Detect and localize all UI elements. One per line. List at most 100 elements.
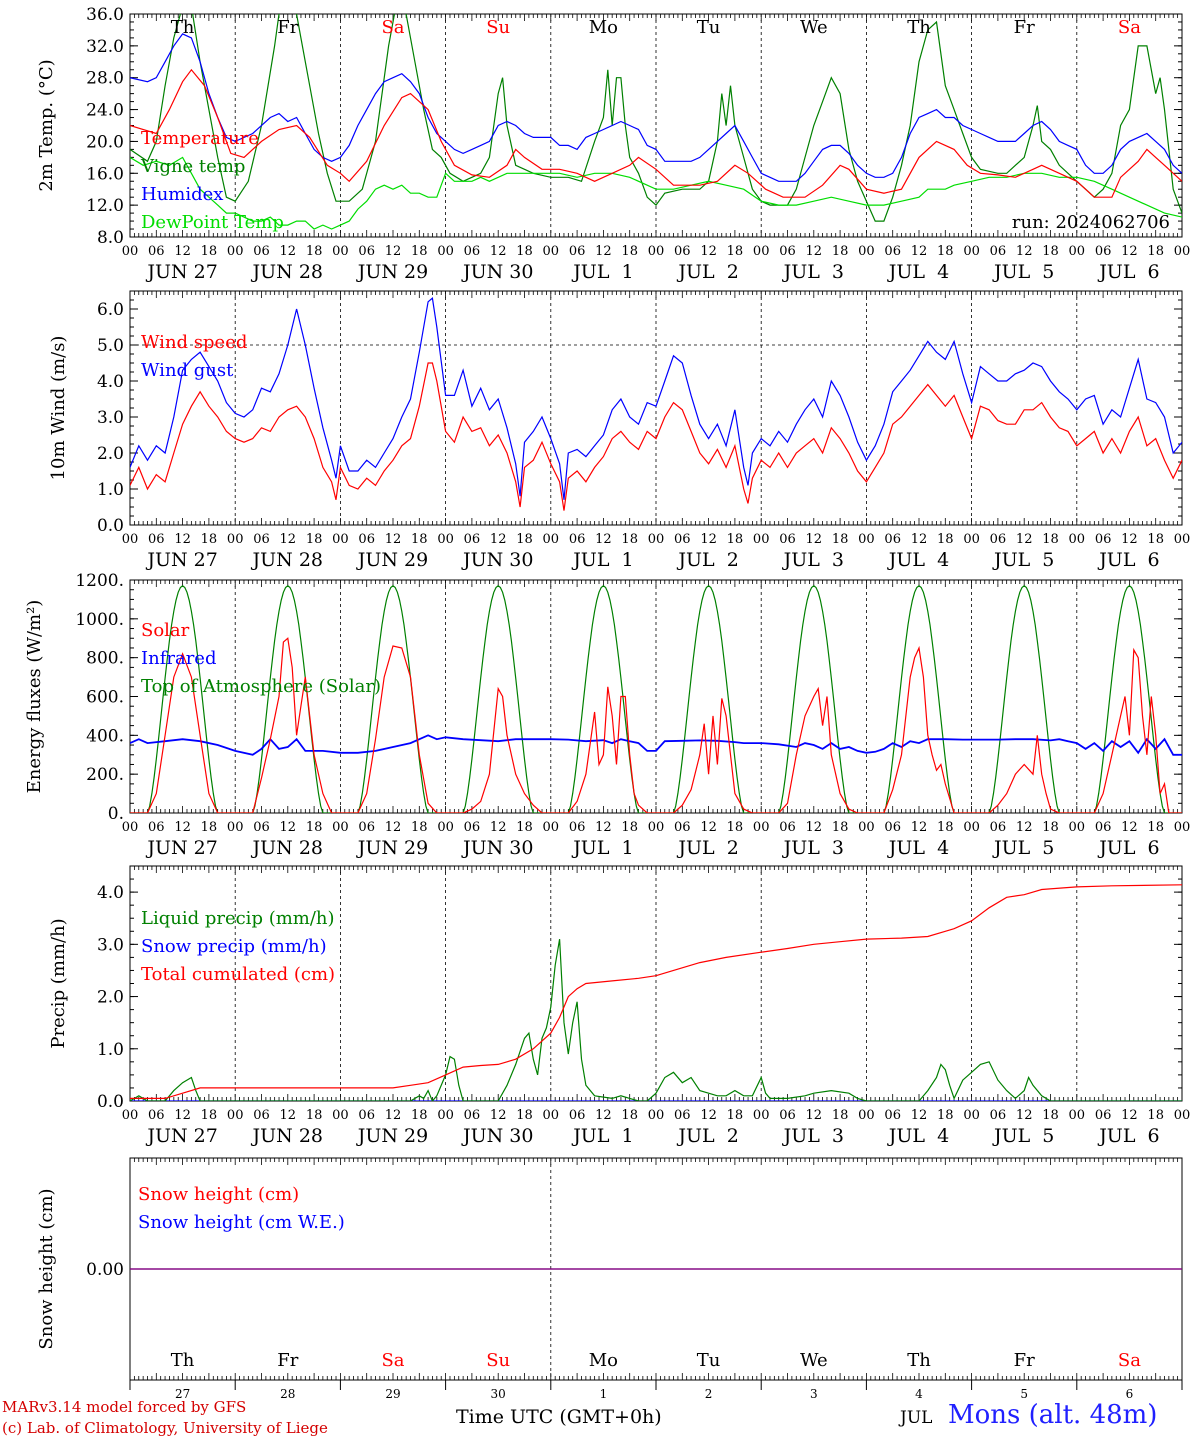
hour-label: 12 <box>385 244 402 259</box>
hour-label: 06 <box>884 532 901 547</box>
hour-label: 00 <box>227 820 244 835</box>
hour-label: 12 <box>385 532 402 547</box>
hour-label: 18 <box>1147 1108 1164 1123</box>
hour-label: 12 <box>490 1108 507 1123</box>
legend-entry: Wind gust <box>141 360 234 381</box>
series-line-wind-gust <box>130 297 1182 500</box>
hour-label: 06 <box>253 532 270 547</box>
hour-label: 18 <box>727 532 744 547</box>
hour-label: 00 <box>437 532 454 547</box>
weekday-label: Th <box>907 17 931 38</box>
hour-label: 06 <box>569 1108 586 1123</box>
date-label: JUL 1 <box>571 1125 633 1147</box>
hour-label: 00 <box>543 244 560 259</box>
hour-label: 06 <box>884 1108 901 1123</box>
hour-label: 12 <box>700 532 717 547</box>
hour-label: 00 <box>332 1108 349 1123</box>
hour-label: 00 <box>648 244 665 259</box>
hour-label: 18 <box>516 244 533 259</box>
hour-label: 12 <box>595 1108 612 1123</box>
run-label: run: 2024062706 <box>1012 212 1170 233</box>
hour-label: 06 <box>358 532 375 547</box>
hour-label: 12 <box>280 244 297 259</box>
hour-label: 06 <box>1095 532 1112 547</box>
hour-label: 06 <box>148 820 165 835</box>
date-label: JUL 6 <box>1097 261 1159 283</box>
weekday-label: Mo <box>589 1350 618 1371</box>
hour-label: 00 <box>543 820 560 835</box>
hour-label: 18 <box>621 532 638 547</box>
hour-label: 12 <box>280 532 297 547</box>
series-line-liquid-precip-mm-h- <box>130 939 1182 1101</box>
date-label: JUN 29 <box>356 261 428 283</box>
date-label: JUN 29 <box>356 1125 428 1147</box>
hour-label: 12 <box>174 244 191 259</box>
hour-label: 12 <box>911 1108 928 1123</box>
legend-entry: Snow height (cm) <box>138 1184 299 1205</box>
hour-label: 18 <box>832 244 849 259</box>
date-label: JUL 5 <box>992 549 1054 571</box>
hour-label: 18 <box>306 532 323 547</box>
hour-label: 18 <box>411 1108 428 1123</box>
weekday-label: Mo <box>589 17 618 38</box>
date-label: JUL 2 <box>676 1125 738 1147</box>
hour-label: 18 <box>1042 244 1059 259</box>
date-label: JUN 28 <box>251 837 323 859</box>
series-line-wind-speed <box>130 362 1182 511</box>
weekday-label: Su <box>486 17 510 38</box>
hour-label: 06 <box>464 244 481 259</box>
legend-entry: Humidex <box>141 184 223 205</box>
hour-ticks <box>129 866 1183 1101</box>
hour-label: 00 <box>437 820 454 835</box>
series-line-total-cumulated-cm- <box>130 884 1182 1099</box>
hour-label: 18 <box>937 244 954 259</box>
legend-entry: Temperature <box>141 128 259 149</box>
hour-label: 06 <box>148 532 165 547</box>
hour-label: 00 <box>963 244 980 259</box>
y-axis-title: Energy fluxes (W/m²) <box>24 600 45 794</box>
weekday-label: Th <box>171 17 195 38</box>
panel-precip: 0.0 1.0 2.0 3.0 4.0 Precip (mm/h) Liquid preci… <box>48 865 1190 1147</box>
hour-label: 12 <box>911 820 928 835</box>
hour-label: 00 <box>227 532 244 547</box>
hour-label: 06 <box>779 244 796 259</box>
hour-label: 18 <box>1042 820 1059 835</box>
date-label: JUL 4 <box>887 261 949 283</box>
y-tick-label: 1200. <box>75 571 124 591</box>
hour-label: 18 <box>832 1108 849 1123</box>
y-tick-label: 800. <box>86 649 124 669</box>
legend-entry: Infrared <box>141 648 216 669</box>
hour-label: 00 <box>648 532 665 547</box>
hour-label: 00 <box>1069 1108 1086 1123</box>
date-label: JUN 30 <box>461 837 533 859</box>
hour-label: 06 <box>990 820 1007 835</box>
hour-label: 18 <box>1147 532 1164 547</box>
date-label: JUL 1 <box>571 549 633 571</box>
hour-label: 18 <box>937 820 954 835</box>
hour-label: 12 <box>1016 820 1033 835</box>
hour-label: 06 <box>674 244 691 259</box>
date-label: JUL 3 <box>782 837 844 859</box>
hour-label: 18 <box>201 1108 218 1123</box>
hour-label: 00 <box>1069 820 1086 835</box>
hour-label: 06 <box>674 532 691 547</box>
hour-label: 00 <box>753 820 770 835</box>
hour-label: 18 <box>516 532 533 547</box>
lab-credit: (c) Lab. of Climatology, University of L… <box>2 1419 328 1437</box>
hour-ticks <box>129 291 1183 525</box>
date-label: JUN 28 <box>251 1125 323 1147</box>
hour-label: 00 <box>543 532 560 547</box>
hour-label: 12 <box>1016 532 1033 547</box>
hour-label: 12 <box>1121 820 1138 835</box>
date-label: JUL 1 <box>571 837 633 859</box>
hour-label: 12 <box>595 532 612 547</box>
date-label: JUN 28 <box>251 549 323 571</box>
hour-label: 00 <box>1174 244 1191 259</box>
panel-frame <box>129 13 1183 238</box>
hour-label: 12 <box>806 1108 823 1123</box>
y-tick-label: 6.0 <box>97 300 124 320</box>
hour-label: 12 <box>700 244 717 259</box>
hour-label: 00 <box>122 244 139 259</box>
hour-label: 06 <box>1095 244 1112 259</box>
